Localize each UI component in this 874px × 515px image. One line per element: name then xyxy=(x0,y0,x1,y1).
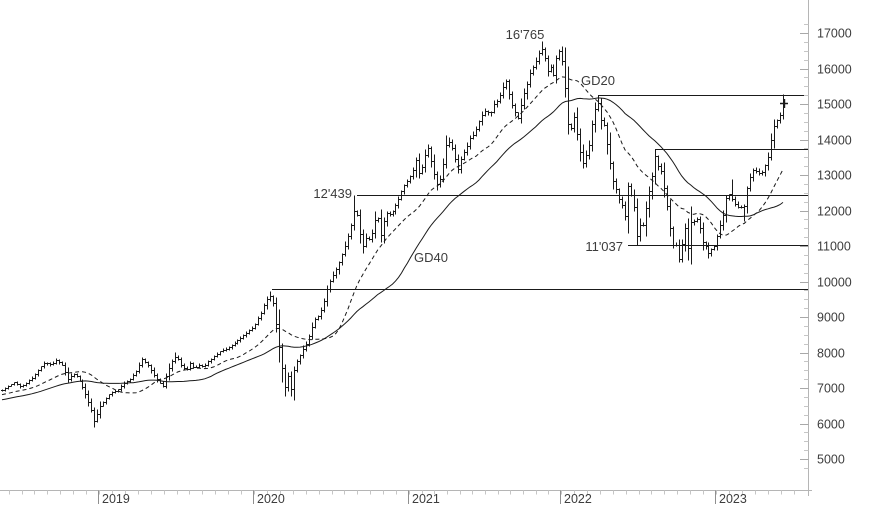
plus-marker-icon xyxy=(780,99,788,108)
price-bars[interactable] xyxy=(0,41,786,428)
x-axis-year-label: 2021 xyxy=(412,492,440,506)
y-axis-label: 9000 xyxy=(817,311,845,325)
level-12439-label: 12'439 xyxy=(313,186,352,201)
gd20-line xyxy=(1,76,784,396)
y-axis-label: 14000 xyxy=(817,134,852,148)
y-axis-label: 16000 xyxy=(817,63,852,77)
chart-annotations: 16'765 GD20 GD40 12'439 11'037 xyxy=(313,27,623,265)
y-axis-label: 7000 xyxy=(817,382,845,396)
peak-label: 16'765 xyxy=(506,27,545,42)
y-axis-label: 12000 xyxy=(817,205,852,219)
gd40-path xyxy=(1,97,784,401)
x-axis-year-label: 2023 xyxy=(719,492,747,506)
y-axis-label: 5000 xyxy=(817,453,845,467)
gd40-line xyxy=(1,97,784,401)
y-axis-label: 10000 xyxy=(817,276,852,290)
level-11037-label: 11'037 xyxy=(585,239,623,254)
gd20-path xyxy=(1,76,784,396)
x-axis[interactable]: 2019 2020 2021 2022 2023 xyxy=(0,490,812,507)
y-axis-label: 11000 xyxy=(817,240,851,254)
y-axis-label: 8000 xyxy=(817,347,845,361)
y-axis-label: 6000 xyxy=(817,418,845,432)
y-axis[interactable]: 17000 16000 15000 14000 13000 12000 11000 10000… xyxy=(800,0,852,496)
ohlc-bars xyxy=(0,41,786,428)
y-axis-label: 17000 xyxy=(817,27,852,41)
horizontal-levels xyxy=(272,95,808,290)
x-axis-year-label: 2022 xyxy=(564,492,592,506)
gd40-label: GD40 xyxy=(414,250,448,265)
y-axis-label: 13000 xyxy=(817,169,852,183)
x-axis-year-label: 2019 xyxy=(102,492,130,506)
y-axis-label: 15000 xyxy=(817,98,852,112)
last-price-marker xyxy=(780,99,788,108)
gd20-label: GD20 xyxy=(581,73,615,88)
x-axis-year-label: 2020 xyxy=(257,492,285,506)
